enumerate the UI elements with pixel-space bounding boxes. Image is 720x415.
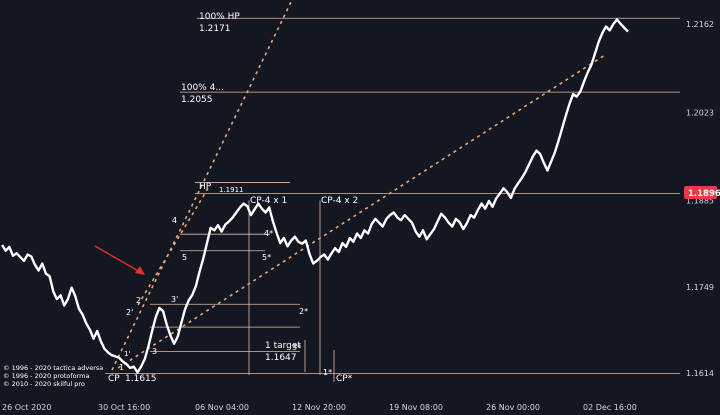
- copyright-line-1: © 1996 - 2020 tactica adversa: [3, 364, 103, 372]
- marker-2: 2: [136, 296, 141, 305]
- copyright-line-3: © 2010 - 2020 skilful pro: [3, 380, 85, 388]
- marker-1star: 1*: [323, 368, 332, 377]
- red-arrow-shaft: [94, 245, 141, 273]
- marker-2prime: 2': [126, 308, 133, 317]
- level-value-100hp: 1.2171: [199, 24, 231, 34]
- marker-3star: 3*: [292, 343, 301, 352]
- marker-5star: 5*: [262, 253, 271, 262]
- level-label-100-4: 100% 4...: [181, 83, 224, 93]
- marker-2star: 2*: [299, 307, 308, 316]
- marker-4star: 4*: [264, 229, 273, 238]
- y-tick-label: 1.1614: [686, 369, 714, 378]
- level-value-100-4: 1.2055: [181, 95, 213, 105]
- copyright-line-2: © 1996 - 2020 protoforma: [3, 372, 90, 380]
- price-line: [0, 18, 629, 374]
- cp4x2-label: CP-4 x 2: [321, 196, 358, 206]
- x-tick-label: 12 Nov 20:00: [292, 403, 346, 412]
- current-price-tag: [684, 186, 717, 199]
- x-tick-label: 30 Oct 16:00: [98, 403, 150, 412]
- y-tick-label: 1.1885: [686, 196, 714, 205]
- x-tick-label: 19 Nov 08:00: [389, 403, 443, 412]
- marker-1: 1: [119, 363, 124, 372]
- current-price-value: 1.1896: [688, 189, 720, 199]
- annotation-layer: [94, 0, 680, 382]
- x-tick-label: 26 Oct 2020: [2, 403, 51, 412]
- marker-3: 3: [152, 347, 157, 356]
- marker-5: 5: [182, 253, 187, 262]
- red-arrow-head: [135, 266, 145, 275]
- dashed-trend-shallow: [117, 54, 606, 369]
- marker-1prime: 1': [124, 350, 130, 358]
- marker-3prime: 3': [171, 295, 178, 304]
- x-tick-label: 06 Nov 04:00: [195, 403, 249, 412]
- y-tick-label: 1.1749: [686, 283, 714, 292]
- dashed-trend-steep: [111, 0, 293, 371]
- series-layer: [0, 18, 629, 374]
- cp-star-label: CP*: [336, 374, 353, 384]
- y-tick-label: 1.2162: [686, 20, 714, 29]
- x-tick-label: 02 Dec 16:00: [583, 403, 637, 412]
- axis-layer: 1.2162 1.2023 1.1885 1.1749 1.1614 26 Oct 202…: [2, 20, 714, 412]
- target-value: 1.1647: [265, 353, 297, 363]
- marker-4: 4: [172, 216, 177, 225]
- hp-value: 1.1911: [219, 186, 244, 194]
- cp-label: CP: [108, 374, 120, 384]
- hp-label: HP: [199, 182, 212, 192]
- y-tick-label: 1.2023: [686, 109, 714, 118]
- cp-value: 1.1615: [125, 374, 157, 384]
- cp4x1-label: CP-4 x 1: [250, 196, 287, 206]
- dashed-trend-upper: [137, 184, 211, 306]
- target-label: 1 target: [265, 341, 301, 351]
- level-label-100hp: 100% HP: [199, 12, 240, 22]
- x-tick-label: 26 Nov 00:00: [486, 403, 540, 412]
